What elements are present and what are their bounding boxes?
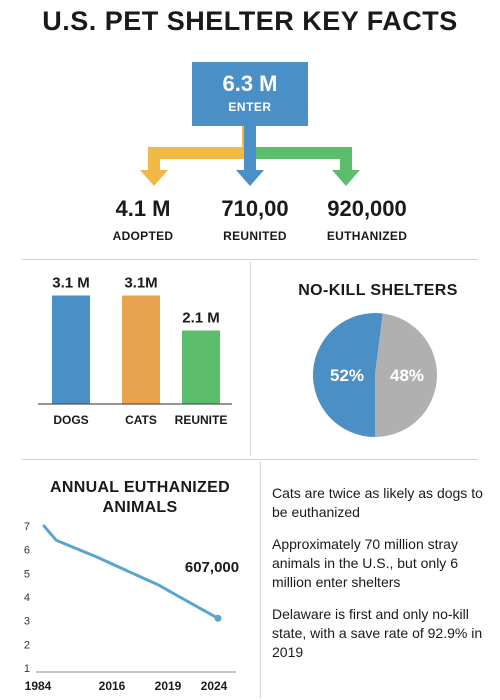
bar-cats (122, 295, 160, 404)
bar-category-label: REUNITE (175, 413, 228, 427)
enter-box: 6.3 M ENTER (192, 62, 308, 126)
y-tick-label: 7 (24, 521, 30, 533)
bar-dogs (52, 295, 90, 404)
fact-item: Delaware is first and only no-kill state… (272, 606, 483, 660)
adopted-label: ADOPTED (112, 229, 174, 243)
bar-category-label: CATS (125, 413, 157, 427)
flow-arrows (140, 126, 360, 186)
x-tick-label: 2019 (155, 679, 182, 693)
euthanized-arrow-head (332, 170, 360, 186)
y-tick-label: 5 (24, 568, 30, 580)
bar-data-label: 3.1M (124, 275, 157, 292)
adopted-value: 4.1 M (115, 196, 171, 221)
pie-slice-label: 52% (330, 366, 364, 385)
line-end-point (214, 614, 222, 622)
bar-data-label: 3.1 M (52, 275, 90, 292)
y-tick-label: 1 (24, 663, 30, 675)
y-tick-label: 4 (24, 592, 30, 604)
divider-top (22, 259, 478, 260)
pie-chart: 52% 48% (313, 313, 437, 437)
pie-title: NO-KILL SHELTERS (298, 282, 458, 299)
reunited-value: 710,00 (221, 196, 289, 221)
y-tick-label: 6 (24, 545, 30, 557)
pie-slice (313, 313, 383, 437)
euthanized-arrow (254, 147, 352, 172)
pie-slice-label: 48% (390, 366, 424, 385)
y-tick-label: 2 (24, 639, 30, 651)
bar-reunite (182, 330, 220, 404)
fact-item: Approximately 70 million stray animals i… (272, 536, 458, 590)
enter-value: 6.3 M (222, 71, 278, 96)
fact-item: Cats are twice as likely as dogs to be e… (272, 485, 483, 520)
bar-category-label: DOGS (53, 413, 88, 427)
stat-reunited: 710,00 REUNITED (180, 196, 330, 243)
page-title: U.S. PET SHELTER KEY FACTS (42, 6, 458, 36)
divider-middle (22, 459, 478, 460)
x-tick-label: 2016 (99, 679, 126, 693)
pie-slice (375, 313, 437, 437)
reunited-label: REUNITED (223, 229, 287, 243)
divider-vertical-lower (260, 462, 261, 698)
enter-label: ENTER (228, 100, 272, 114)
divider-vertical-upper (250, 262, 251, 456)
stat-euthanized: 920,000 EUTHANIZED (292, 196, 442, 243)
euthanized-trend-line (42, 524, 220, 620)
facts-list: Cats are twice as likely as dogs to be e… (272, 484, 492, 675)
euthanized-value: 920,000 (327, 196, 407, 221)
x-tick-label: 1984 (25, 679, 52, 693)
x-tick-label: 2024 (201, 679, 228, 693)
adopted-arrow-head (140, 170, 168, 186)
euthanized-label: EUTHANIZED (326, 229, 408, 243)
line-chart: 1 2 3 4 5 6 7 1984 2016 2019 2024 607,000 (24, 521, 239, 693)
bar-chart: 3.1 M DOGS 3.1M CATS 2.1 M REUNITE (38, 275, 232, 427)
bar-data-label: 2.1 M (182, 310, 220, 327)
y-tick-label: 3 (24, 616, 30, 628)
line-end-label: 607,000 (185, 559, 239, 576)
line-chart-title: ANNUAL EUTHANIZED ANIMALS (50, 479, 230, 516)
reunited-arrow-head (236, 170, 264, 186)
stat-adopted: 4.1 M ADOPTED (68, 196, 218, 243)
